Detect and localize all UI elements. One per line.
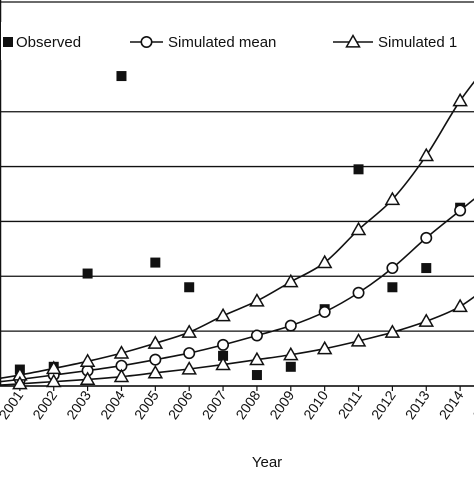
legend-layer: Observed Simulated mean Simulated 1: [1, 22, 474, 60]
data-point: [283, 273, 299, 288]
data-point: [452, 298, 468, 313]
data-point: [147, 335, 164, 349]
legend-label: Observed: [16, 34, 81, 51]
legend-background: [1, 22, 474, 60]
data-point: [421, 263, 432, 274]
data-point: [384, 324, 401, 338]
data-point: [218, 350, 229, 361]
data-point: [387, 282, 398, 293]
x-tick-label: 2002: [29, 387, 60, 422]
series-layer: [0, 71, 474, 390]
data-point: [318, 305, 331, 318]
data-point: [217, 338, 230, 351]
data-point: [181, 360, 197, 375]
series-2: [0, 80, 474, 381]
data-point: [249, 292, 265, 307]
data-point: [285, 361, 296, 372]
data-point: [183, 347, 196, 360]
data-point: [452, 92, 468, 107]
legend-item: Simulated 1: [333, 33, 457, 51]
data-point: [113, 345, 130, 359]
data-point: [384, 191, 401, 206]
legend-label: Simulated 1: [378, 34, 457, 51]
data-point: [353, 164, 364, 175]
data-point: [181, 324, 197, 338]
axis-layer: 2000200120022003200420052006200720082009…: [0, 0, 474, 422]
data-point: [251, 370, 262, 381]
x-tick-label: 2005: [131, 387, 162, 422]
data-point: [45, 373, 62, 388]
legend-marker: [3, 37, 13, 47]
data-point: [116, 71, 127, 82]
x-tick-label: 2003: [63, 387, 94, 422]
data-point: [316, 254, 333, 269]
data-point: [420, 231, 433, 244]
data-point: [79, 353, 96, 367]
series-line: [0, 80, 474, 380]
data-point: [150, 257, 161, 268]
legend-marker: [345, 33, 361, 48]
x-tick-label: 2008: [232, 387, 263, 422]
series-line: [0, 296, 474, 386]
series-line: [0, 198, 474, 383]
data-point: [215, 307, 231, 322]
data-point: [418, 147, 435, 162]
data-point: [12, 375, 28, 390]
x-tick-label: 2006: [165, 387, 196, 422]
x-tick-label: 2010: [300, 387, 331, 422]
data-point: [45, 360, 62, 375]
data-point: [250, 329, 263, 342]
data-point: [350, 333, 367, 347]
x-tick-label: 2009: [266, 387, 297, 422]
data-point: [386, 262, 399, 275]
x-tick-label: 2014: [436, 387, 467, 422]
data-point: [184, 282, 195, 293]
data-point: [454, 204, 467, 217]
data-point: [149, 353, 162, 366]
series-3: [0, 296, 474, 390]
series-1: [0, 198, 474, 386]
x-tick-label: 2007: [199, 387, 230, 422]
x-tick-label: 2011: [335, 387, 365, 421]
data-point: [249, 351, 265, 366]
data-point: [352, 286, 365, 299]
data-point: [284, 319, 297, 332]
data-point: [113, 368, 130, 383]
legend-label: Simulated mean: [168, 34, 276, 51]
data-point: [79, 371, 96, 386]
x-tick-label: 2001: [0, 387, 26, 422]
legend-marker: [140, 35, 153, 48]
data-point: [316, 340, 333, 355]
data-point: [147, 364, 164, 379]
data-point: [418, 313, 435, 327]
x-tick-label: 2004: [97, 387, 128, 422]
x-tick-label: 2012: [368, 387, 399, 422]
legend-item: Observed: [3, 34, 81, 51]
legend-item: Simulated mean: [130, 34, 276, 51]
data-point: [283, 346, 299, 361]
x-tick-label: 2015: [469, 387, 474, 422]
x-axis-title: Year: [252, 454, 282, 471]
data-point: [82, 268, 93, 279]
data-point: [215, 356, 231, 371]
x-tick-label: 2013: [402, 387, 433, 422]
data-point: [350, 221, 367, 236]
